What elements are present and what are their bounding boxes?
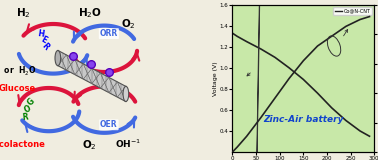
Text: Glucose: Glucose [0,84,36,93]
Text: O$_2$: O$_2$ [121,17,136,31]
Ellipse shape [55,51,60,66]
Ellipse shape [123,86,129,102]
Y-axis label: Voltage (V): Voltage (V) [213,61,218,96]
Polygon shape [58,50,126,102]
Text: OER: OER [100,120,118,129]
Text: H$_2$O: H$_2$O [77,7,102,20]
Text: R: R [22,112,28,122]
Legend: Co@N-CNT: Co@N-CNT [333,7,372,15]
Text: O: O [22,104,32,115]
Text: Zinc-Air battery: Zinc-Air battery [263,115,344,124]
Text: H$^+$ or  H$_2$O: H$^+$ or H$_2$O [0,65,37,78]
Text: E: E [39,35,48,46]
Text: R: R [39,42,50,52]
Text: ORR: ORR [100,29,118,38]
Text: O$_2$: O$_2$ [82,139,97,152]
Text: Glucolactone: Glucolactone [0,140,46,149]
Text: H: H [37,29,45,39]
Text: G: G [25,97,36,108]
Text: OH$^{-1}$: OH$^{-1}$ [115,138,141,150]
Text: H$_2$: H$_2$ [17,7,31,20]
